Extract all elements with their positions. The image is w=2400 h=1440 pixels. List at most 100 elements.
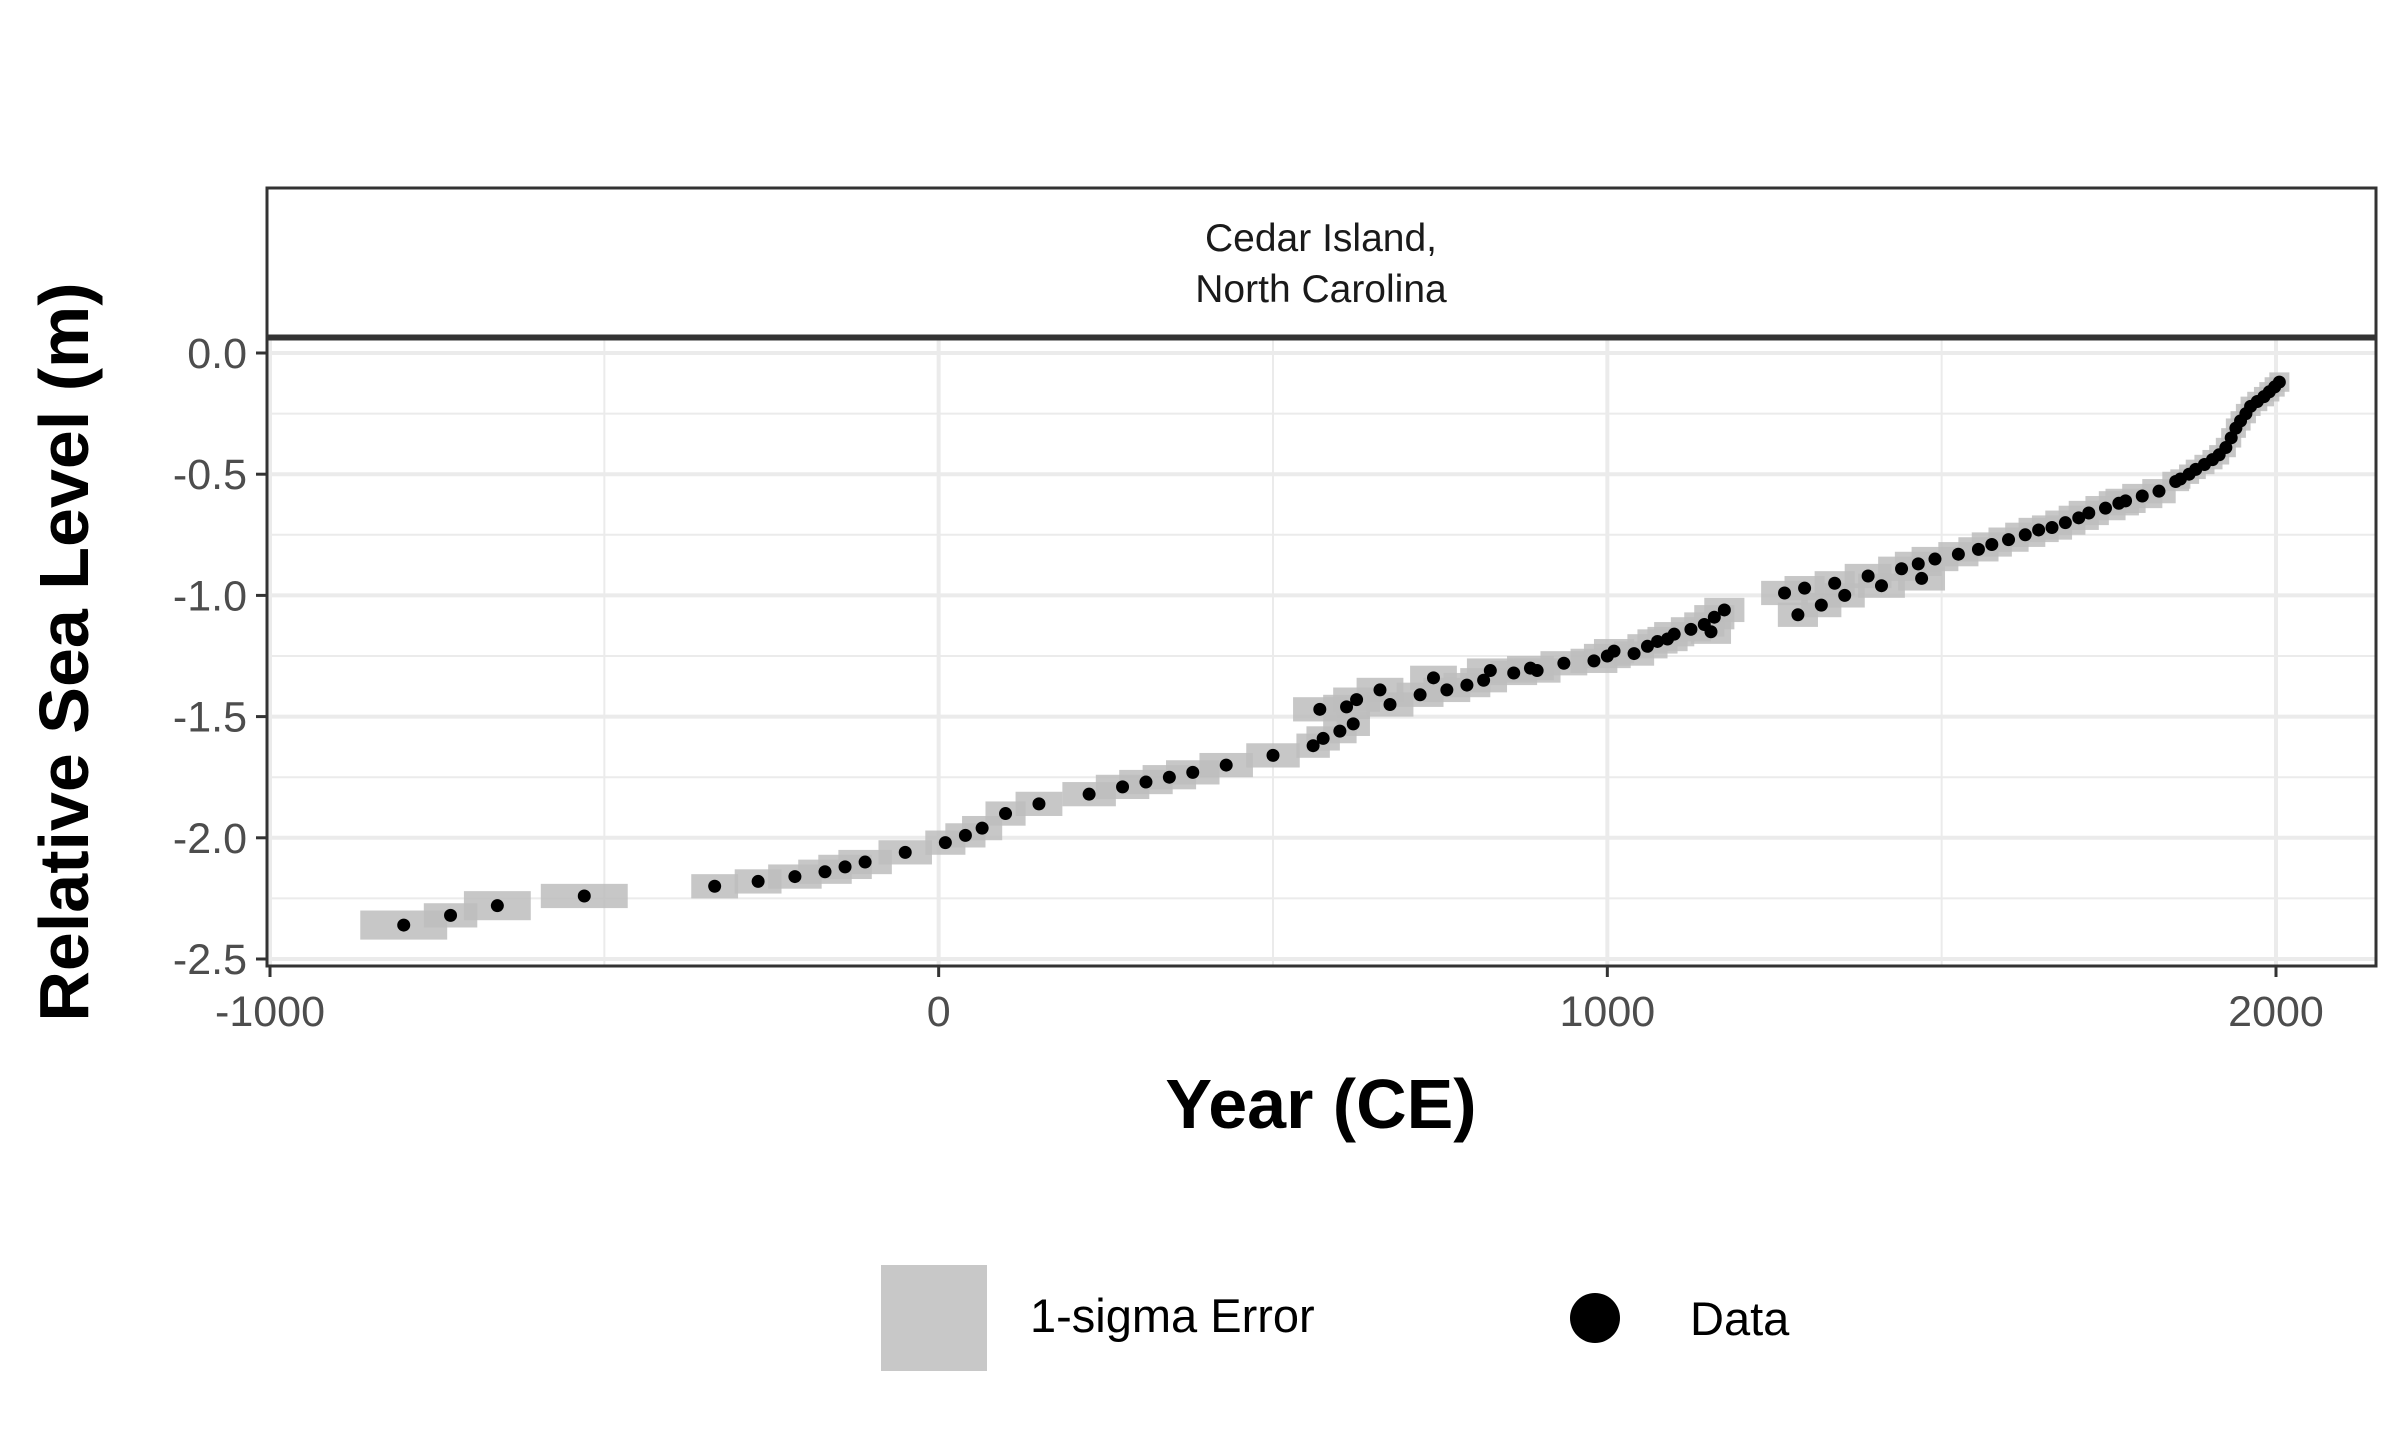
x-axis: -1000 0 1000 2000 <box>215 966 2324 1036</box>
x-tick-label: 0 <box>927 988 951 1036</box>
data-point <box>1373 683 1387 697</box>
data-point <box>1861 569 1875 583</box>
y-axis: 0.0 -0.5 -1.0 -1.5 -2.0 -2.5 <box>173 330 267 984</box>
data-point <box>1350 693 1364 707</box>
y-tick-label: -1.5 <box>173 694 247 742</box>
data-point <box>1895 562 1909 576</box>
data-point <box>958 828 972 842</box>
data-point <box>1874 579 1888 593</box>
data-point <box>2219 441 2233 455</box>
data-point <box>788 870 802 884</box>
data-point <box>858 855 872 869</box>
x-tick-label: 2000 <box>2228 988 2324 1036</box>
data-point <box>1557 656 1571 670</box>
data-point <box>1032 797 1046 811</box>
data-point <box>2002 533 2016 547</box>
data-point <box>708 879 722 893</box>
data-point <box>1704 625 1718 639</box>
data-point <box>898 845 912 859</box>
data-point <box>1116 780 1130 794</box>
data-point <box>1340 700 1354 714</box>
facet-strip: Cedar Island, North Carolina <box>265 186 2378 338</box>
data-point <box>1650 634 1664 648</box>
data-point <box>444 908 458 922</box>
data-point <box>1413 688 1427 702</box>
data-point <box>1640 639 1654 653</box>
data-point <box>1186 765 1200 779</box>
y-tick-label: -2.5 <box>173 936 247 984</box>
y-tick-label: -0.5 <box>173 451 247 499</box>
data-point <box>577 889 591 903</box>
data-point <box>938 836 952 850</box>
data-point <box>1798 581 1812 595</box>
y-tick-label: -1.0 <box>173 572 247 620</box>
data-point <box>1440 683 1454 697</box>
data-point <box>1507 666 1521 680</box>
data-point <box>999 807 1013 821</box>
data-point <box>397 918 411 932</box>
data-point <box>1915 571 1929 585</box>
data-point <box>2098 501 2112 515</box>
data-point <box>490 899 504 913</box>
data-point <box>1971 542 1985 556</box>
data-point <box>1313 702 1327 716</box>
legend-error-swatch <box>881 1265 987 1371</box>
data-point <box>2058 516 2072 530</box>
data-point <box>2119 494 2133 508</box>
data-point <box>1707 610 1721 624</box>
data-point <box>1266 748 1280 762</box>
facet-title-line-1: Cedar Island, <box>1205 217 1437 260</box>
data-point <box>1333 724 1347 738</box>
legend-error-label: 1-sigma Error <box>1030 1289 1315 1342</box>
data-point <box>818 865 832 879</box>
data-point <box>1587 654 1601 668</box>
data-point <box>2272 375 2286 389</box>
plot-panel-border <box>265 337 2378 968</box>
data-point <box>1316 731 1330 745</box>
data-point <box>1911 557 1925 571</box>
data-point <box>1383 697 1397 711</box>
data-point <box>1082 787 1096 801</box>
data-point <box>1607 644 1621 658</box>
data-point <box>2018 528 2032 542</box>
data-point <box>1483 664 1497 678</box>
facet-strip-box <box>265 186 2378 338</box>
data-point <box>1928 552 1942 566</box>
data-point <box>1828 576 1842 590</box>
data-point <box>1460 678 1474 692</box>
data-point <box>2152 484 2166 498</box>
x-axis-title: Year (CE) <box>1165 1065 1476 1143</box>
data-point <box>1684 622 1698 636</box>
legend: 1-sigma Error Data <box>881 1265 1790 1371</box>
data-point <box>1791 608 1805 622</box>
data-point <box>1162 770 1176 784</box>
data-point <box>751 874 765 888</box>
x-tick-label: 1000 <box>1559 988 1655 1036</box>
plot-panel <box>267 339 2376 966</box>
data-point <box>838 860 852 874</box>
data-point <box>2082 506 2096 520</box>
data-points <box>397 375 2286 932</box>
data-point <box>975 821 989 835</box>
data-point <box>2224 431 2238 445</box>
data-point <box>1667 627 1681 641</box>
legend-data-label: Data <box>1690 1292 1790 1345</box>
data-point <box>1219 758 1233 772</box>
x-tick-label: -1000 <box>215 988 325 1036</box>
data-point <box>1306 739 1320 753</box>
y-axis-title: Relative Sea Level (m) <box>25 282 103 1021</box>
data-point <box>2135 489 2149 503</box>
facet-title-line-2: North Carolina <box>1195 268 1447 311</box>
data-point <box>1778 586 1792 600</box>
data-point <box>1717 603 1731 617</box>
data-point <box>1477 673 1491 687</box>
data-point <box>1426 671 1440 685</box>
data-point <box>1951 547 1965 561</box>
data-point <box>1139 775 1153 789</box>
data-point <box>2045 521 2059 535</box>
data-point <box>1346 717 1360 731</box>
data-point <box>1838 588 1852 602</box>
data-point <box>2072 511 2086 525</box>
y-tick-label: -2.0 <box>173 815 247 863</box>
